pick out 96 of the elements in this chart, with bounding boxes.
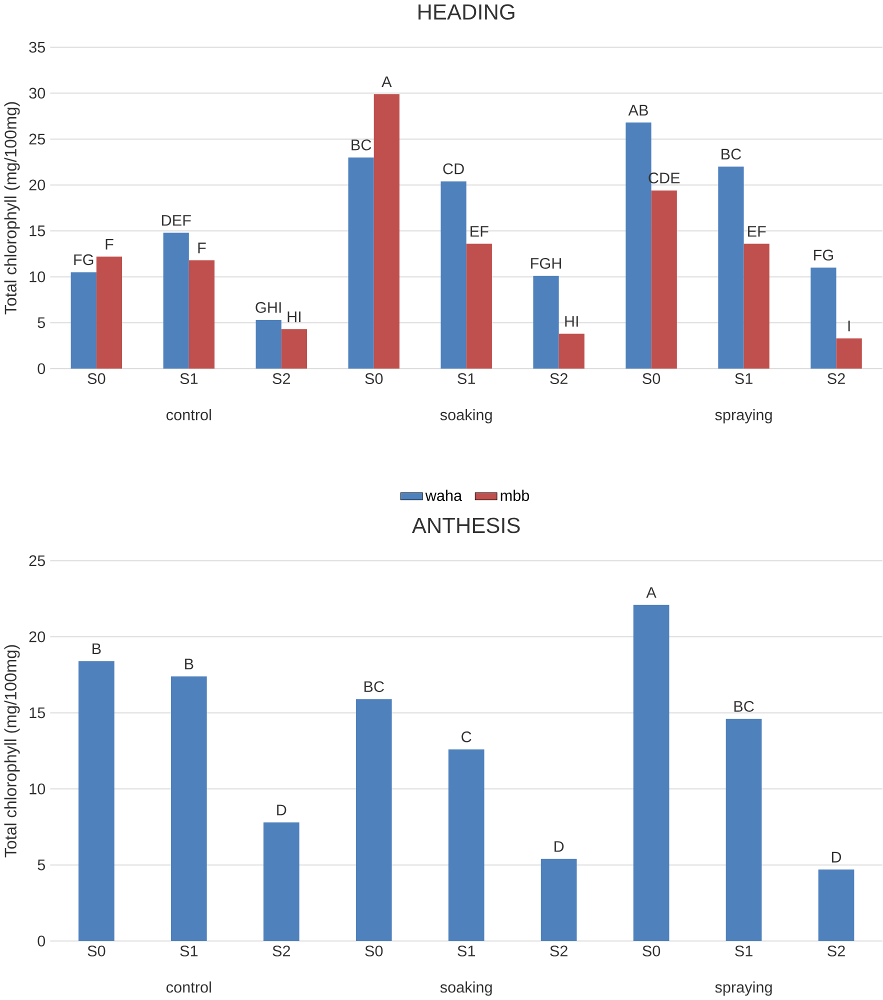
bar <box>448 749 484 942</box>
chart-title: HEADING <box>418 4 514 20</box>
data-label: C <box>462 731 472 742</box>
data-label: HI <box>565 316 578 327</box>
data-label: B <box>92 643 101 654</box>
data-label: A <box>646 587 656 598</box>
y-tick-label: 25 <box>29 555 46 566</box>
bar <box>70 272 96 369</box>
bar <box>651 190 677 369</box>
text: control <box>166 409 211 420</box>
bar <box>78 661 114 942</box>
x-tick-label: S0 <box>642 946 660 956</box>
text: spraying <box>715 409 772 424</box>
x-tick-label: S1 <box>458 946 475 956</box>
x-tick-label: S0 <box>88 946 106 956</box>
y-tick-label: 5 <box>38 317 46 328</box>
bar <box>374 94 400 369</box>
data-label: EF <box>470 226 488 237</box>
bar <box>533 276 559 369</box>
bar <box>836 338 862 369</box>
data-label: A <box>382 76 392 88</box>
data-label: D <box>554 841 564 852</box>
x-tick-label: S1 <box>735 946 752 956</box>
x-tick-label: S1 <box>180 946 198 956</box>
x-tick-label: S1 <box>735 373 752 384</box>
y-axis-title: Total chlorophyll (mg/100mg) <box>4 645 20 858</box>
x-tick-label: S2 <box>828 373 845 384</box>
text: control <box>166 981 211 993</box>
bar <box>818 870 854 942</box>
y-tick-label: 20 <box>29 180 46 190</box>
data-label: BC <box>364 681 384 692</box>
bar <box>540 858 577 942</box>
data-label: D <box>277 804 286 816</box>
bar <box>718 166 744 369</box>
y-tick-label: 5 <box>38 860 46 870</box>
data-label: GHI <box>256 302 281 313</box>
text: soaking <box>440 409 492 424</box>
bar <box>810 268 836 369</box>
y-tick-label: 10 <box>30 783 46 794</box>
y-tick-label: 20 <box>29 631 46 642</box>
data-label: CD <box>443 163 464 174</box>
bar <box>263 822 300 942</box>
legend-label: mbb <box>500 490 530 502</box>
data-label: F <box>106 238 114 250</box>
data-label: FGH <box>531 258 561 269</box>
data-label: D <box>832 852 842 862</box>
bar <box>633 604 670 942</box>
bar <box>726 718 762 942</box>
x-tick-label: S1 <box>180 373 198 384</box>
bar <box>256 320 282 369</box>
bar <box>440 181 466 369</box>
data-label: FG <box>814 250 833 261</box>
data-label: HI <box>288 312 300 322</box>
bar <box>356 699 392 942</box>
y-axis-title: Total chlorophyll (mg/100mg) <box>4 102 20 314</box>
bar <box>744 244 770 369</box>
data-label: F <box>198 242 206 254</box>
data-label: BC <box>722 148 742 160</box>
data-label: DEF <box>162 215 191 226</box>
y-tick-label: 35 <box>29 42 46 53</box>
x-tick-label: S2 <box>550 373 568 384</box>
bar <box>188 260 215 369</box>
text: soaking <box>440 981 492 996</box>
y-tick-label: 25 <box>29 134 46 145</box>
bar <box>96 256 122 369</box>
y-tick-label: 0 <box>38 936 46 946</box>
bar <box>348 157 374 369</box>
x-tick-label: S0 <box>365 373 383 384</box>
x-tick-label: S0 <box>642 373 660 384</box>
bar <box>558 334 584 369</box>
y-tick-label: 15 <box>30 226 46 236</box>
y-tick-label: 10 <box>30 271 46 282</box>
data-label: AB <box>628 104 648 116</box>
data-label: BC <box>734 700 754 712</box>
legend-label: waha <box>425 490 462 502</box>
x-tick-label: S1 <box>458 373 475 384</box>
y-tick-label: 0 <box>38 363 46 374</box>
data-label: FG <box>74 254 94 266</box>
x-tick-label: S2 <box>828 946 845 956</box>
x-tick-label: S2 <box>272 373 290 384</box>
data-label: I <box>848 320 850 332</box>
x-tick-label: S2 <box>272 946 290 956</box>
y-tick-label: 30 <box>29 88 46 99</box>
x-tick-label: S0 <box>88 373 106 384</box>
x-tick-label: S2 <box>550 946 568 956</box>
chart-title: ANTHESIS <box>412 518 520 534</box>
data-label: EF <box>748 226 766 237</box>
bar <box>281 329 307 369</box>
bar <box>170 676 207 942</box>
x-tick-label: S0 <box>365 946 383 956</box>
bar <box>466 244 492 369</box>
data-label: BC <box>352 139 372 150</box>
text: spraying <box>715 981 772 996</box>
y-tick-label: 15 <box>30 708 46 718</box>
bar <box>163 232 189 369</box>
data-label: B <box>185 658 194 670</box>
